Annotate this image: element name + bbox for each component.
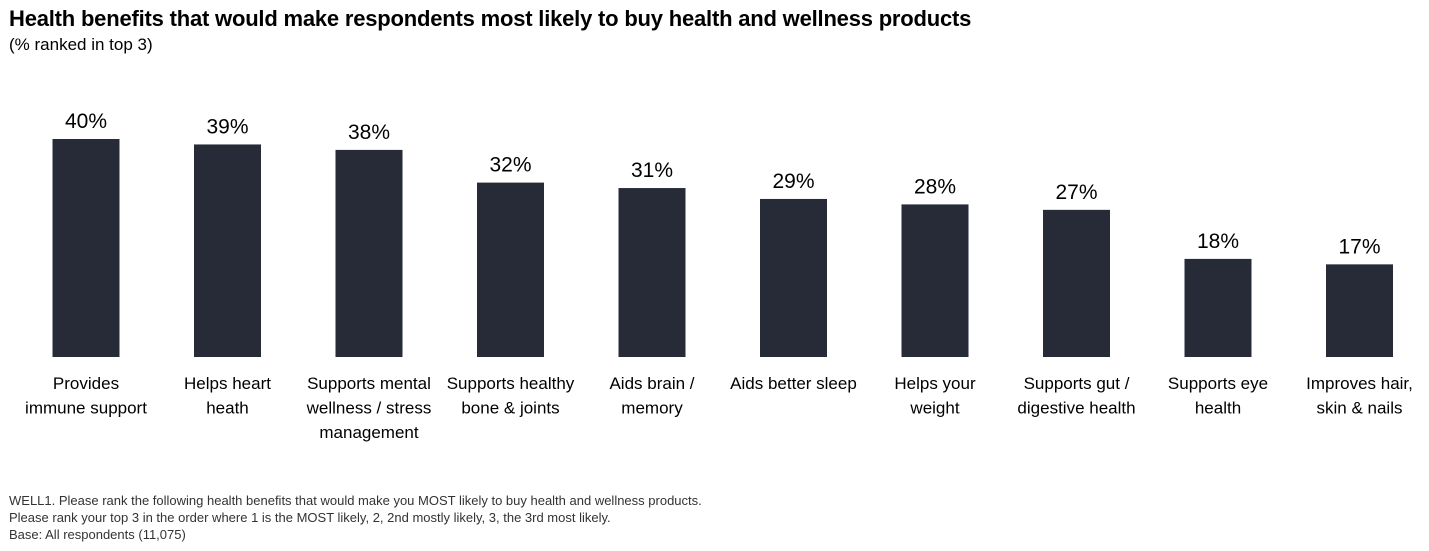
category-label: Supports healthy bone & joints <box>447 374 575 418</box>
category-label: Helps your weight <box>894 374 976 418</box>
bar <box>901 204 969 357</box>
footnote-base: Base: All respondents (11,075) <box>9 527 186 542</box>
category-label-line: Supports healthy <box>447 374 575 393</box>
category-label-line: immune support <box>25 399 147 418</box>
category-label-line: wellness / stress <box>306 399 432 418</box>
category-label: Helps heart heath <box>184 374 271 418</box>
category-label: Provides immune support <box>25 374 147 418</box>
category-label: Improves hair, skin & nails <box>1306 374 1413 418</box>
bar <box>52 139 120 357</box>
bar-value-label: 27% <box>1055 181 1097 204</box>
category-label-line: health <box>1195 399 1241 418</box>
category-label-line: Provides <box>53 374 119 393</box>
footnote-instruction: Please rank your top 3 in the order wher… <box>9 510 611 525</box>
bar-value-label: 39% <box>206 115 248 138</box>
category-label-line: management <box>319 423 419 442</box>
category-label-line: bone & joints <box>461 399 559 418</box>
bar-value-label: 28% <box>914 175 956 198</box>
footnote: WELL1. Please rank the following health … <box>9 492 702 543</box>
category-label: Supports eye health <box>1168 374 1268 418</box>
category-label-line: Aids brain / <box>609 374 694 393</box>
category-label-line: heath <box>206 399 249 418</box>
bar-value-label: 38% <box>348 121 390 144</box>
category-label-line: memory <box>621 399 683 418</box>
bar-chart: 40% Provides immune support 39% Helps heart h… <box>25 110 1413 442</box>
bar <box>1043 209 1110 357</box>
bar <box>335 149 403 357</box>
bar <box>194 144 261 357</box>
category-label-line: Supports mental <box>307 374 431 393</box>
bar-value-label: 17% <box>1338 235 1380 258</box>
category-label: Supports mental wellness / stress manageme… <box>306 374 432 442</box>
bar <box>477 182 544 357</box>
category-label-line: skin & nails <box>1317 399 1403 418</box>
bar-value-label: 40% <box>65 110 107 133</box>
category-label-line: Aids better sleep <box>730 374 857 393</box>
bar <box>1326 264 1393 357</box>
category-label-line: weight <box>909 399 959 418</box>
category-label-line: Supports gut / <box>1024 374 1130 393</box>
category-label: Supports gut / digestive health <box>1017 374 1135 418</box>
chart-subtitle: (% ranked in top 3) <box>9 35 153 54</box>
category-label: Aids brain / memory <box>609 374 694 418</box>
bar <box>618 188 686 357</box>
category-label-line: Helps heart <box>184 374 271 393</box>
category-label-line: digestive health <box>1017 399 1135 418</box>
bar <box>760 198 827 357</box>
category-label-line: Improves hair, <box>1306 374 1413 393</box>
chart-title: Health benefits that would make responde… <box>9 6 972 31</box>
category-label-line: Helps your <box>894 374 976 393</box>
category-label: Aids better sleep <box>730 374 857 393</box>
bar-value-label: 29% <box>772 170 814 193</box>
bar-value-label: 32% <box>489 154 531 177</box>
bar-value-label: 18% <box>1197 230 1239 253</box>
footnote-question: WELL1. Please rank the following health … <box>9 493 702 508</box>
category-label-line: Supports eye <box>1168 374 1268 393</box>
bar-value-label: 31% <box>631 159 673 182</box>
bar <box>1184 258 1252 357</box>
